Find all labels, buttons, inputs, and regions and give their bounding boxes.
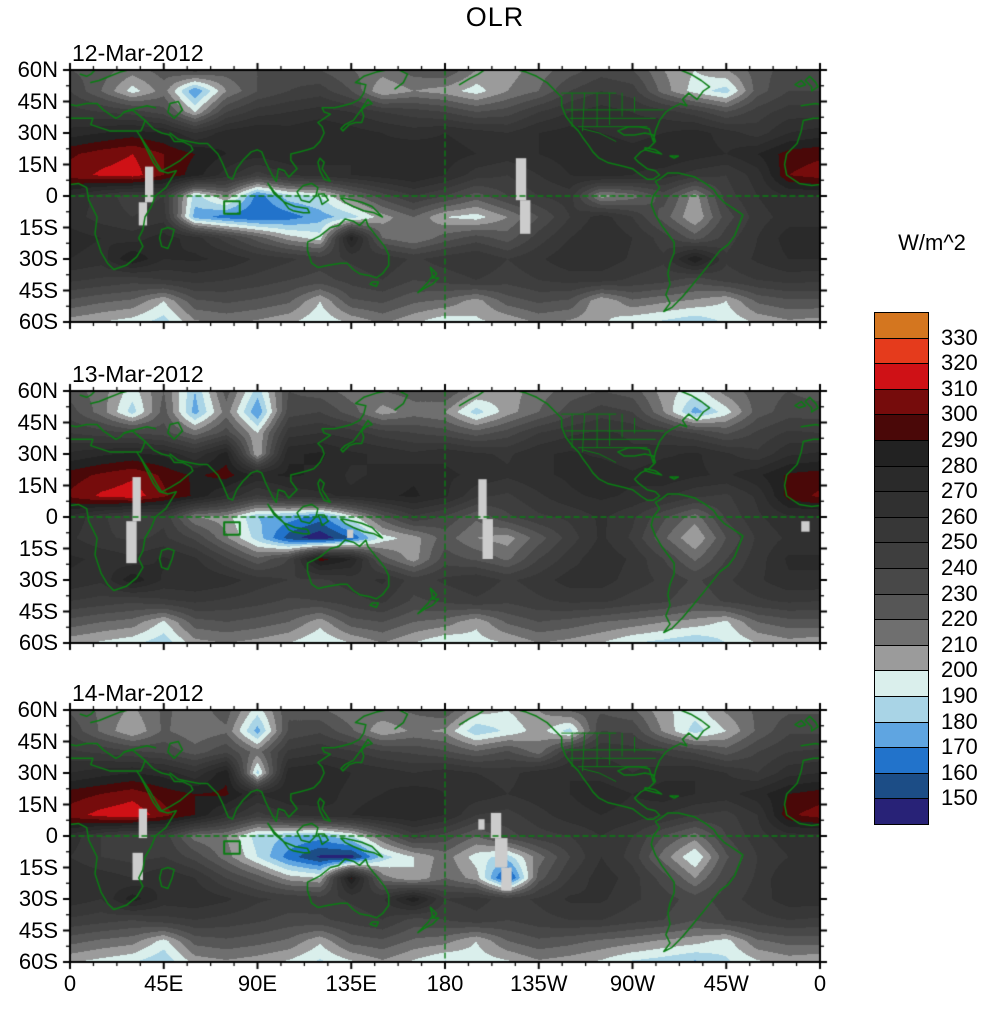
- colorbar-tick-label: 160: [941, 759, 978, 785]
- colorbar-tick-label: 300: [941, 401, 978, 427]
- y-tick-label: 15S: [18, 214, 58, 240]
- y-tick-label: 60S: [18, 630, 58, 655]
- y-tick-label: 60N: [17, 697, 58, 722]
- colorbar-tick-label: 230: [941, 580, 978, 606]
- y-tick-label: 30N: [17, 441, 58, 466]
- colorbar-swatch: [874, 721, 929, 749]
- colorbar-tick-label: 210: [941, 631, 978, 657]
- colorbar-units-label: W/m^2: [898, 230, 966, 255]
- colorbar-tick-label: 260: [941, 503, 978, 529]
- y-tick-label: 30N: [17, 760, 58, 785]
- y-tick-label: 0: [45, 504, 58, 529]
- colorbar-swatch: [874, 619, 929, 646]
- y-tick-label: 15N: [17, 791, 58, 817]
- colorbar-tick-label: 200: [941, 657, 978, 683]
- colorbar-swatch: [874, 747, 929, 774]
- colorbar-swatch: [874, 644, 929, 672]
- colorbar-tick-label: 320: [941, 350, 978, 376]
- y-tick-label: 30S: [18, 567, 58, 592]
- colorbar-tick-label: 290: [941, 427, 978, 452]
- colorbar-tick-label: 250: [941, 529, 978, 555]
- y-tick-label: 30S: [18, 246, 58, 271]
- y-tick-label: 15S: [18, 854, 58, 880]
- colorbar-tick-label: 170: [941, 734, 978, 760]
- colorbar-tick-label: 150: [941, 785, 978, 811]
- y-tick-label: 45S: [18, 277, 58, 303]
- y-tick-label: 60N: [17, 378, 58, 403]
- x-tick-label: 45W: [703, 971, 749, 996]
- x-tick-label: 135E: [325, 971, 377, 996]
- colorbar-swatch: [874, 670, 929, 697]
- colorbar-swatch: [874, 593, 929, 621]
- colorbar-swatch: [874, 388, 929, 416]
- colorbar-swatch: [874, 312, 929, 339]
- colorbar-swatch: [874, 516, 929, 544]
- y-tick-label: 30S: [18, 886, 58, 911]
- colorbar-tick-label: 240: [941, 555, 978, 580]
- y-tick-label: 45N: [17, 88, 58, 114]
- x-tick-label: 90E: [237, 971, 278, 996]
- colorbar-swatch: [874, 363, 929, 390]
- y-tick-label: 15S: [18, 535, 58, 561]
- x-tick-label: 0: [813, 971, 827, 996]
- y-tick-label: 15N: [17, 472, 58, 498]
- y-tick-label: 45S: [18, 598, 58, 624]
- colorbar-tick-label: 220: [941, 606, 978, 632]
- colorbar-tick-label: 280: [941, 452, 978, 478]
- colorbar-swatch: [874, 465, 929, 493]
- colorbar-tick-label: 190: [941, 683, 978, 708]
- colorbar-swatch: [874, 414, 929, 441]
- map-canvas-panel-1: [58, 58, 832, 334]
- colorbar-tick-label: 310: [941, 375, 978, 401]
- y-tick-label: 45N: [17, 409, 58, 435]
- y-tick-label: 45S: [18, 917, 58, 943]
- colorbar-tick-label: 270: [941, 478, 978, 504]
- colorbar-swatch: [874, 491, 929, 518]
- y-tick-label: 45N: [17, 728, 58, 754]
- x-tick-label: 180: [426, 971, 464, 996]
- y-tick-label: 60S: [18, 949, 58, 974]
- y-tick-label: 30N: [17, 120, 58, 145]
- figure-title: OLR: [465, 2, 525, 32]
- map-canvas-panel-2: [58, 379, 832, 655]
- colorbar-tick-label: 330: [941, 324, 978, 350]
- colorbar-swatch: [874, 568, 929, 595]
- x-tick-label: 45E: [144, 971, 184, 996]
- y-tick-label: 0: [45, 183, 58, 208]
- x-tick-label: 0: [63, 971, 77, 996]
- y-tick-label: 0: [45, 823, 58, 848]
- x-tick-label: 135W: [510, 971, 568, 996]
- map-canvas-panel-3: [58, 698, 832, 974]
- y-tick-label: 60S: [18, 309, 58, 334]
- colorbar-swatch: [874, 772, 929, 800]
- colorbar-swatch: [874, 337, 929, 365]
- colorbar-swatch: [874, 440, 929, 467]
- colorbar-swatch: [874, 542, 929, 569]
- y-tick-label: 60N: [17, 57, 58, 82]
- y-tick-label: 15N: [17, 151, 58, 177]
- x-tick-label: 90W: [609, 971, 656, 996]
- colorbar-swatch: [874, 696, 929, 723]
- colorbar-tick-label: 180: [941, 708, 978, 734]
- colorbar-swatch: [874, 798, 929, 825]
